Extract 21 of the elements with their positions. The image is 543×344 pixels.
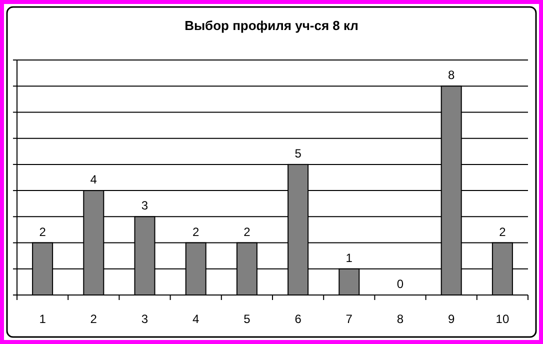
data-label: 2 <box>244 224 251 239</box>
x-tick-label: 1 <box>39 312 46 326</box>
data-label: 3 <box>141 198 148 213</box>
x-tick-label: 7 <box>346 312 353 326</box>
data-label: 5 <box>294 146 302 160</box>
data-label: 4 <box>90 172 98 187</box>
data-label: 2 <box>499 224 506 239</box>
data-label: 8 <box>448 68 456 82</box>
x-tick-label: 5 <box>244 312 251 326</box>
data-label: 0 <box>396 277 404 291</box>
x-tick-label: 9 <box>448 312 456 326</box>
x-tick-label: 3 <box>141 312 148 326</box>
x-tick-label: 10 <box>496 312 510 326</box>
data-label: 2 <box>39 224 46 239</box>
x-tick-label: 6 <box>294 312 302 326</box>
x-tick-label: 8 <box>396 312 404 326</box>
x-tick-label: 2 <box>90 312 98 326</box>
x-tick-label: 4 <box>192 312 200 326</box>
data-label: 1 <box>346 250 353 265</box>
data-label: 2 <box>192 224 200 239</box>
chart-title: Выбор профиля уч-ся 8 кл <box>184 18 358 33</box>
